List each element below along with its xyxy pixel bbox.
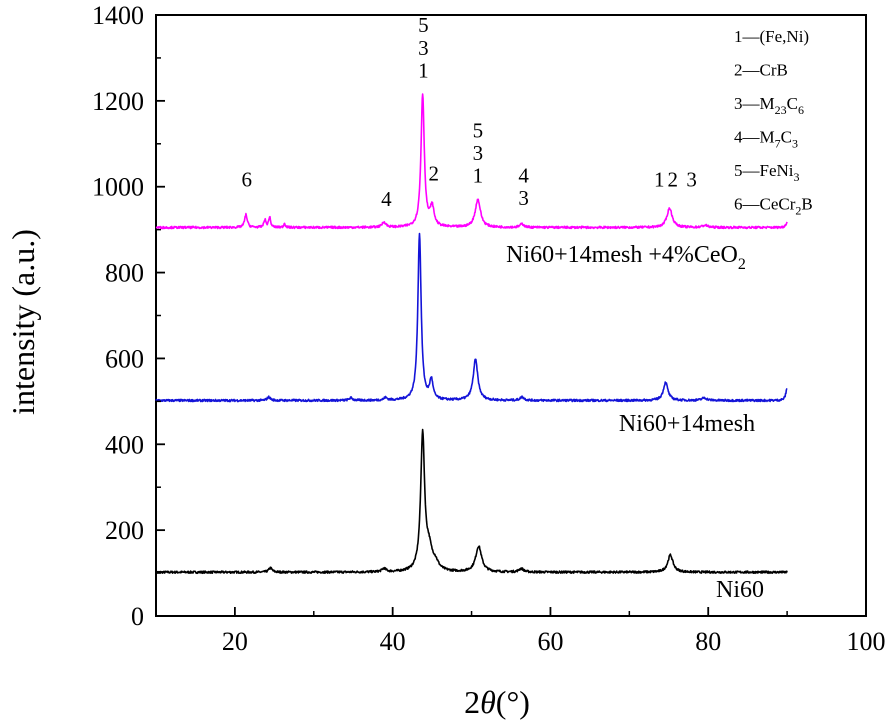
peak-label: 2 [428, 161, 439, 185]
series-label: Ni60+14mesh [619, 411, 755, 437]
peak-label: 3 [418, 36, 429, 60]
legend-entry: 5—FeNi3 [734, 161, 800, 184]
legend-entry: 3—M23C6 [734, 94, 804, 117]
y-tick-label: 1000 [92, 173, 144, 202]
y-tick-label: 0 [131, 602, 144, 631]
peak-label: 3 [473, 141, 484, 165]
series-line [155, 93, 788, 230]
y-axis-title: intensity (a.u.) [5, 229, 41, 415]
y-tick-label: 1200 [92, 87, 144, 116]
legend-entry: 4—M7C3 [734, 128, 798, 151]
x-tick-label: 60 [537, 627, 563, 656]
peak-label: 5 [418, 13, 429, 37]
legend: 1—(Fe,Ni) 2—CrB 3—M23C6 4—M7C3 5—FeNi3 6—CeCr… [734, 27, 813, 218]
peak-label: 4 [381, 187, 392, 211]
series-line [155, 232, 788, 403]
series-labels: Ni60 Ni60+14mesh Ni60+14mesh +4%CeO2 [506, 242, 764, 603]
x-tick-label: 40 [380, 627, 406, 656]
x-axis-title: 2θ(°) [464, 684, 530, 720]
legend-entry: 2—CrB [734, 61, 788, 80]
peak-label: 6 [241, 168, 252, 192]
peak-label: 3 [686, 168, 697, 192]
x-tick-label: 100 [847, 627, 886, 656]
peak-label: 1 [654, 168, 665, 192]
peak-label: 2 [667, 168, 678, 192]
peak-label: 1 [418, 59, 429, 83]
y-tick-label: 600 [105, 344, 144, 373]
series-label: Ni60+14mesh +4%CeO2 [506, 242, 746, 273]
legend-entry: 1—(Fe,Ni) [734, 27, 809, 46]
series-label: Ni60 [716, 577, 764, 603]
legend-entry: 6—CeCr2B [734, 195, 813, 218]
peak-label: 5 [473, 118, 484, 142]
series-line [155, 428, 788, 575]
peak-label: 1 [473, 163, 484, 187]
y-tick-label: 200 [105, 516, 144, 545]
series-layer [155, 93, 788, 575]
x-tick-label: 20 [222, 627, 248, 656]
peak-label: 3 [518, 186, 529, 210]
y-tick-label: 800 [105, 259, 144, 288]
peak-label: 4 [518, 163, 529, 187]
y-tick-label: 400 [105, 430, 144, 459]
x-tick-label: 80 [695, 627, 721, 656]
y-tick-label: 1400 [92, 1, 144, 30]
